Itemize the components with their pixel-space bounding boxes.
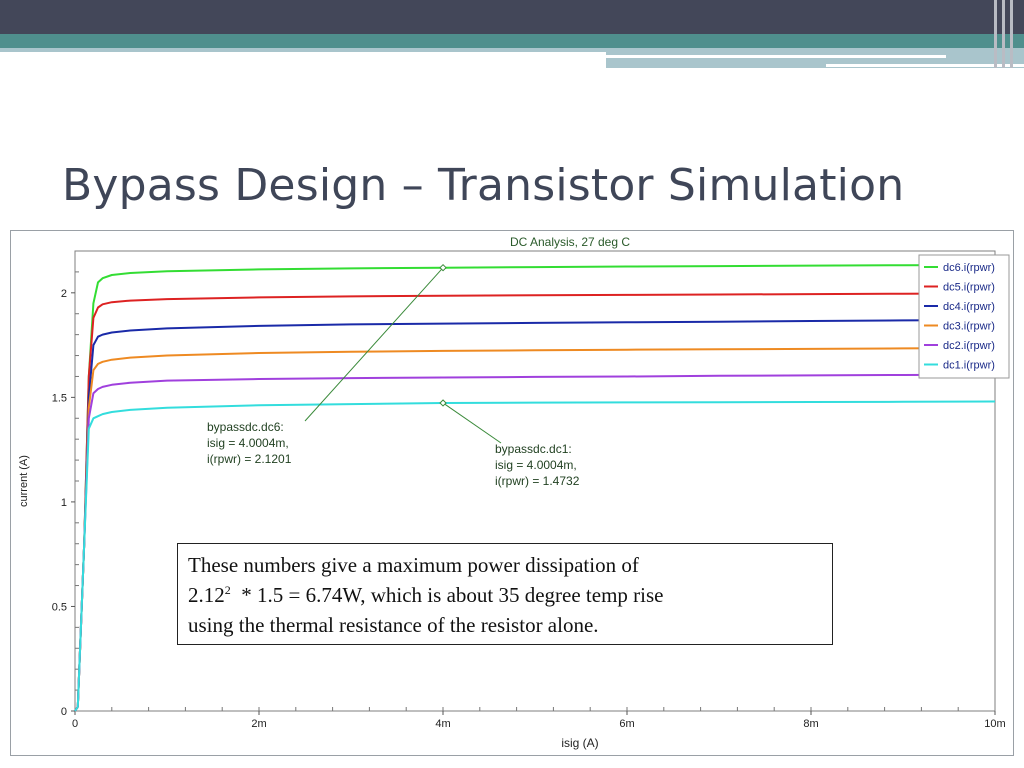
annotation-label: isig = 4.0004m, <box>495 458 577 472</box>
header-stripe-3 <box>1010 0 1013 68</box>
legend-label: dc5.i(rpwr) <box>943 282 995 294</box>
header-stripe-2 <box>1002 0 1005 68</box>
slide-title: Bypass Design – Transistor Simulation <box>62 160 905 211</box>
legend-label: dc1.i(rpwr) <box>943 360 995 372</box>
annotation-label: isig = 4.0004m, <box>207 436 289 450</box>
series-line-5 <box>74 373 996 712</box>
annotation-marker <box>439 263 447 272</box>
annotation-label: bypassdc.dc6: <box>207 420 284 434</box>
header-line-accent <box>606 55 946 58</box>
legend-label: dc6.i(rpwr) <box>943 262 995 274</box>
y-tick-label: 0.5 <box>52 601 67 613</box>
header-stripe-1 <box>994 0 997 68</box>
power-dissipation-note: These numbers give a maximum power dissi… <box>177 543 833 645</box>
series-lines <box>74 264 996 712</box>
header-band-dark <box>0 0 1024 34</box>
dc-analysis-chart: bypassdc.dc6: isig = 4.0004m, i(rpwr) = 2.… <box>18 235 1010 750</box>
x-tick-label: 6m <box>619 718 634 730</box>
annotation-leader <box>442 402 502 444</box>
x-tick-label: 10m <box>984 718 1005 730</box>
legend-label: dc4.i(rpwr) <box>943 301 995 313</box>
series-line-3 <box>74 319 996 712</box>
annotation-label: i(rpwr) = 1.4732 <box>495 474 580 488</box>
header-band-light-right <box>606 48 1024 68</box>
y-tick-label: 1.5 <box>52 392 67 404</box>
legend-label: dc2.i(rpwr) <box>943 340 995 352</box>
y-tick-label: 0 <box>61 706 67 718</box>
header-band-teal <box>0 34 1024 48</box>
legend-label: dc3.i(rpwr) <box>943 321 995 333</box>
series-line-2 <box>74 292 996 712</box>
annotation-marker <box>439 399 447 407</box>
note-line-2: 2.122 * 1.5 = 6.74W, which is about 35 d… <box>188 580 822 610</box>
chart-title: DC Analysis, 27 deg C <box>510 235 630 249</box>
chart-frame: bypassdc.dc6: isig = 4.0004m, i(rpwr) = 2.… <box>10 230 1014 756</box>
header-line-accent-2 <box>826 64 1024 67</box>
x-axis-label: isig (A) <box>561 736 598 750</box>
annotation-leader <box>304 267 444 422</box>
series-line-4 <box>74 347 996 712</box>
y-tick-label: 1 <box>61 497 67 509</box>
x-tick-label: 4m <box>435 718 450 730</box>
x-tick-label: 2m <box>251 718 266 730</box>
header-band-light-left <box>0 48 606 52</box>
y-axis-label: current (A) <box>18 455 30 507</box>
series-line-6 <box>74 400 996 712</box>
note-rest: * 1.5 = 6.74W, which is about 35 degree … <box>230 583 664 607</box>
chart-text: 0 2m 4m 6m 8m 10m 0 0.5 1 1.5 2 DC Analysis, 27 deg… <box>18 235 1006 750</box>
note-base: 2.12 <box>188 583 225 607</box>
annotations: bypassdc.dc6: isig = 4.0004m, i(rpwr) = 2.… <box>207 263 580 488</box>
x-tick-label: 0 <box>72 718 78 730</box>
y-tick-label: 2 <box>61 288 67 300</box>
note-superscript: 2 <box>224 583 231 597</box>
x-tick-label: 8m <box>803 718 818 730</box>
legend-box <box>918 254 1010 379</box>
annotation-label: i(rpwr) = 2.1201 <box>207 452 292 466</box>
note-line-3: using the thermal resistance of the resi… <box>188 613 599 637</box>
legend: dc6.i(rpwr) dc5.i(rpwr) dc4.i(rpwr) dc3.i(r… <box>918 254 1010 379</box>
note-line-1: These numbers give a maximum power dissi… <box>188 553 639 577</box>
annotation-label: bypassdc.dc1: <box>495 442 572 456</box>
